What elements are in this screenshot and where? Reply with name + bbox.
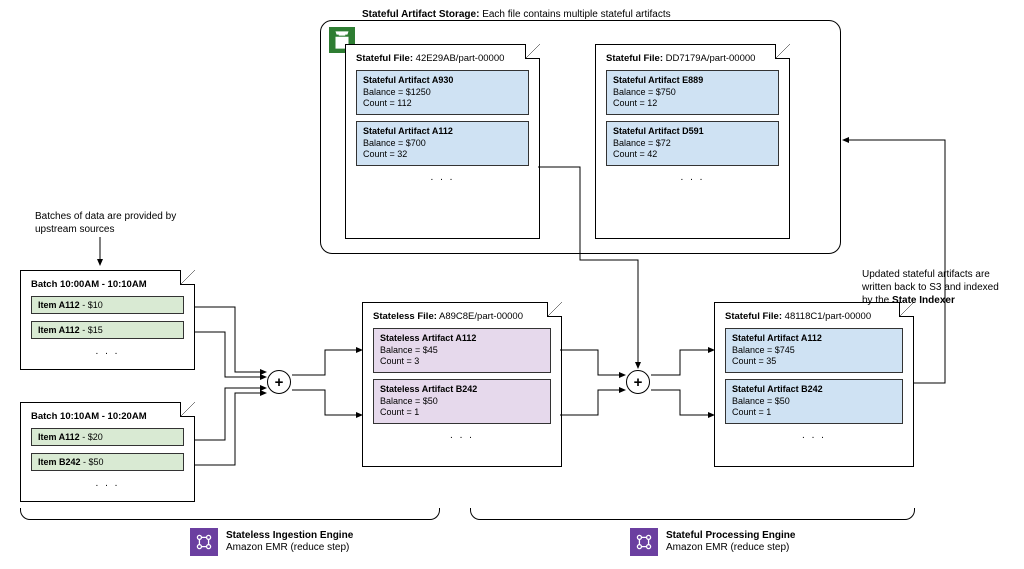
stateful-output-file: Stateful File: 48118C1/part-00000 Statef… [714,302,914,467]
artifact-count: Count = 42 [613,149,772,161]
ellipsis: . . . [31,478,184,489]
engine-text: Stateful Processing Engine Amazon EMR (r… [666,530,795,555]
item-amount: - $10 [80,300,103,310]
artifact-balance: Balance = $750 [613,87,772,99]
artifact: Stateful Artifact A930 Balance = $1250 C… [356,70,529,115]
engine-sub: Amazon EMR (reduce step) [666,542,789,553]
file-label-prefix: Stateless File: [373,311,437,322]
item-label: Item A112 [38,432,80,442]
item-amount: - $20 [80,432,103,442]
artifact: Stateful Artifact A112 Balance = $745 Co… [725,328,903,373]
artifact-name: Stateful Artifact A112 [363,126,522,138]
artifact-count: Count = 12 [613,98,772,110]
item-label: Item A112 [38,325,80,335]
artifact: Stateful Artifact B242 Balance = $50 Cou… [725,379,903,424]
batch-title: Batch 10:10AM - 10:20AM [31,411,147,422]
artifact-count: Count = 1 [380,407,544,419]
artifact-count: Count = 112 [363,98,522,110]
artifact-name: Stateless Artifact A112 [380,333,544,345]
note-upstream: Batches of data are provided by upstream… [35,210,195,236]
engine-title: Stateless Ingestion Engine [226,530,353,541]
engine-text: Stateless Ingestion Engine Amazon EMR (r… [226,530,353,555]
brace-right [470,508,915,520]
artifact-balance: Balance = $72 [613,138,772,150]
file-title: Stateful File: 48118C1/part-00000 [725,311,903,322]
file-label-id: DD7179A/part-00000 [663,53,755,64]
artifact-name: Stateful Artifact B242 [732,384,896,396]
batch-file-2: Batch 10:10AM - 10:20AM Item A112 - $20 … [20,402,195,502]
batch-item: Item A112 - $15 [31,321,184,339]
item-label: Item B242 [38,457,81,467]
artifact: Stateful Artifact E889 Balance = $750 Co… [606,70,779,115]
batch-item: Item B242 - $50 [31,453,184,471]
ellipsis: . . . [725,430,903,441]
note-indexer-l3b: State Indexer [892,295,955,306]
artifact-name: Stateful Artifact A930 [363,75,522,87]
artifact-name: Stateful Artifact A112 [732,333,896,345]
artifact-balance: Balance = $50 [380,396,544,408]
note-indexer: Updated stateful artifacts are written b… [862,268,1022,307]
file-label-prefix: Stateful File: [725,311,782,322]
emr-icon [630,528,658,556]
batch-item: Item A112 - $20 [31,428,184,446]
engine-sub: Amazon EMR (reduce step) [226,542,349,553]
ellipsis: . . . [606,172,779,183]
item-amount: - $50 [81,457,104,467]
engine-stateless: Stateless Ingestion Engine Amazon EMR (r… [190,528,353,556]
artifact-count: Count = 3 [380,356,544,368]
artifact: Stateless Artifact B242 Balance = $50 Co… [373,379,551,424]
artifact: Stateless Artifact A112 Balance = $45 Co… [373,328,551,373]
artifact-balance: Balance = $50 [732,396,896,408]
note-indexer-l1: Updated stateful artifacts are [862,269,990,280]
file-label-id: 48118C1/part-00000 [782,311,871,322]
artifact-balance: Balance = $45 [380,345,544,357]
file-label-id: A89C8E/part-00000 [437,311,523,322]
file-title: Stateful File: DD7179A/part-00000 [606,53,779,64]
artifact-name: Stateless Artifact B242 [380,384,544,396]
ellipsis: . . . [373,430,551,441]
file-label-prefix: Stateful File: [606,53,663,64]
artifact: Stateful Artifact D591 Balance = $72 Cou… [606,121,779,166]
batch-file-1: Batch 10:00AM - 10:10AM Item A112 - $10 … [20,270,195,370]
note-indexer-l3a: by the [862,295,892,306]
note-indexer-l2: written back to S3 and indexed [862,282,999,293]
artifact-balance: Balance = $745 [732,345,896,357]
batch-title: Batch 10:00AM - 10:10AM [31,279,147,290]
engine-title: Stateful Processing Engine [666,530,795,541]
artifact-count: Count = 32 [363,149,522,161]
ellipsis: . . . [356,172,529,183]
engine-stateful: Stateful Processing Engine Amazon EMR (r… [630,528,795,556]
file-label-prefix: Stateful File: [356,53,413,64]
file-title: Stateless File: A89C8E/part-00000 [373,311,551,322]
artifact-count: Count = 1 [732,407,896,419]
stateless-file: Stateless File: A89C8E/part-00000 Statel… [362,302,562,467]
file-title: Stateful File: 42E29AB/part-00000 [356,53,529,64]
brace-left [20,508,440,520]
artifact-name: Stateful Artifact E889 [613,75,772,87]
artifact-balance: Balance = $700 [363,138,522,150]
stateful-file-1: Stateful File: 42E29AB/part-00000 Statef… [345,44,540,239]
artifact-balance: Balance = $1250 [363,87,522,99]
item-label: Item A112 [38,300,80,310]
storage-title: Stateful Artifact Storage: Each file con… [362,8,671,21]
merge-node-1: + [267,370,291,394]
ellipsis: . . . [31,346,184,357]
emr-icon [190,528,218,556]
batch-item: Item A112 - $10 [31,296,184,314]
artifact-count: Count = 35 [732,356,896,368]
artifact: Stateful Artifact A112 Balance = $700 Co… [356,121,529,166]
file-title: Batch 10:10AM - 10:20AM [31,411,184,422]
item-amount: - $15 [80,325,103,335]
merge-node-2: + [626,370,650,394]
file-label-id: 42E29AB/part-00000 [413,53,504,64]
file-title: Batch 10:00AM - 10:10AM [31,279,184,290]
stateful-file-2: Stateful File: DD7179A/part-00000 Statef… [595,44,790,239]
artifact-name: Stateful Artifact D591 [613,126,772,138]
storage-title-prefix: Stateful Artifact Storage: [362,9,479,20]
storage-title-rest: Each file contains multiple stateful art… [479,9,670,20]
